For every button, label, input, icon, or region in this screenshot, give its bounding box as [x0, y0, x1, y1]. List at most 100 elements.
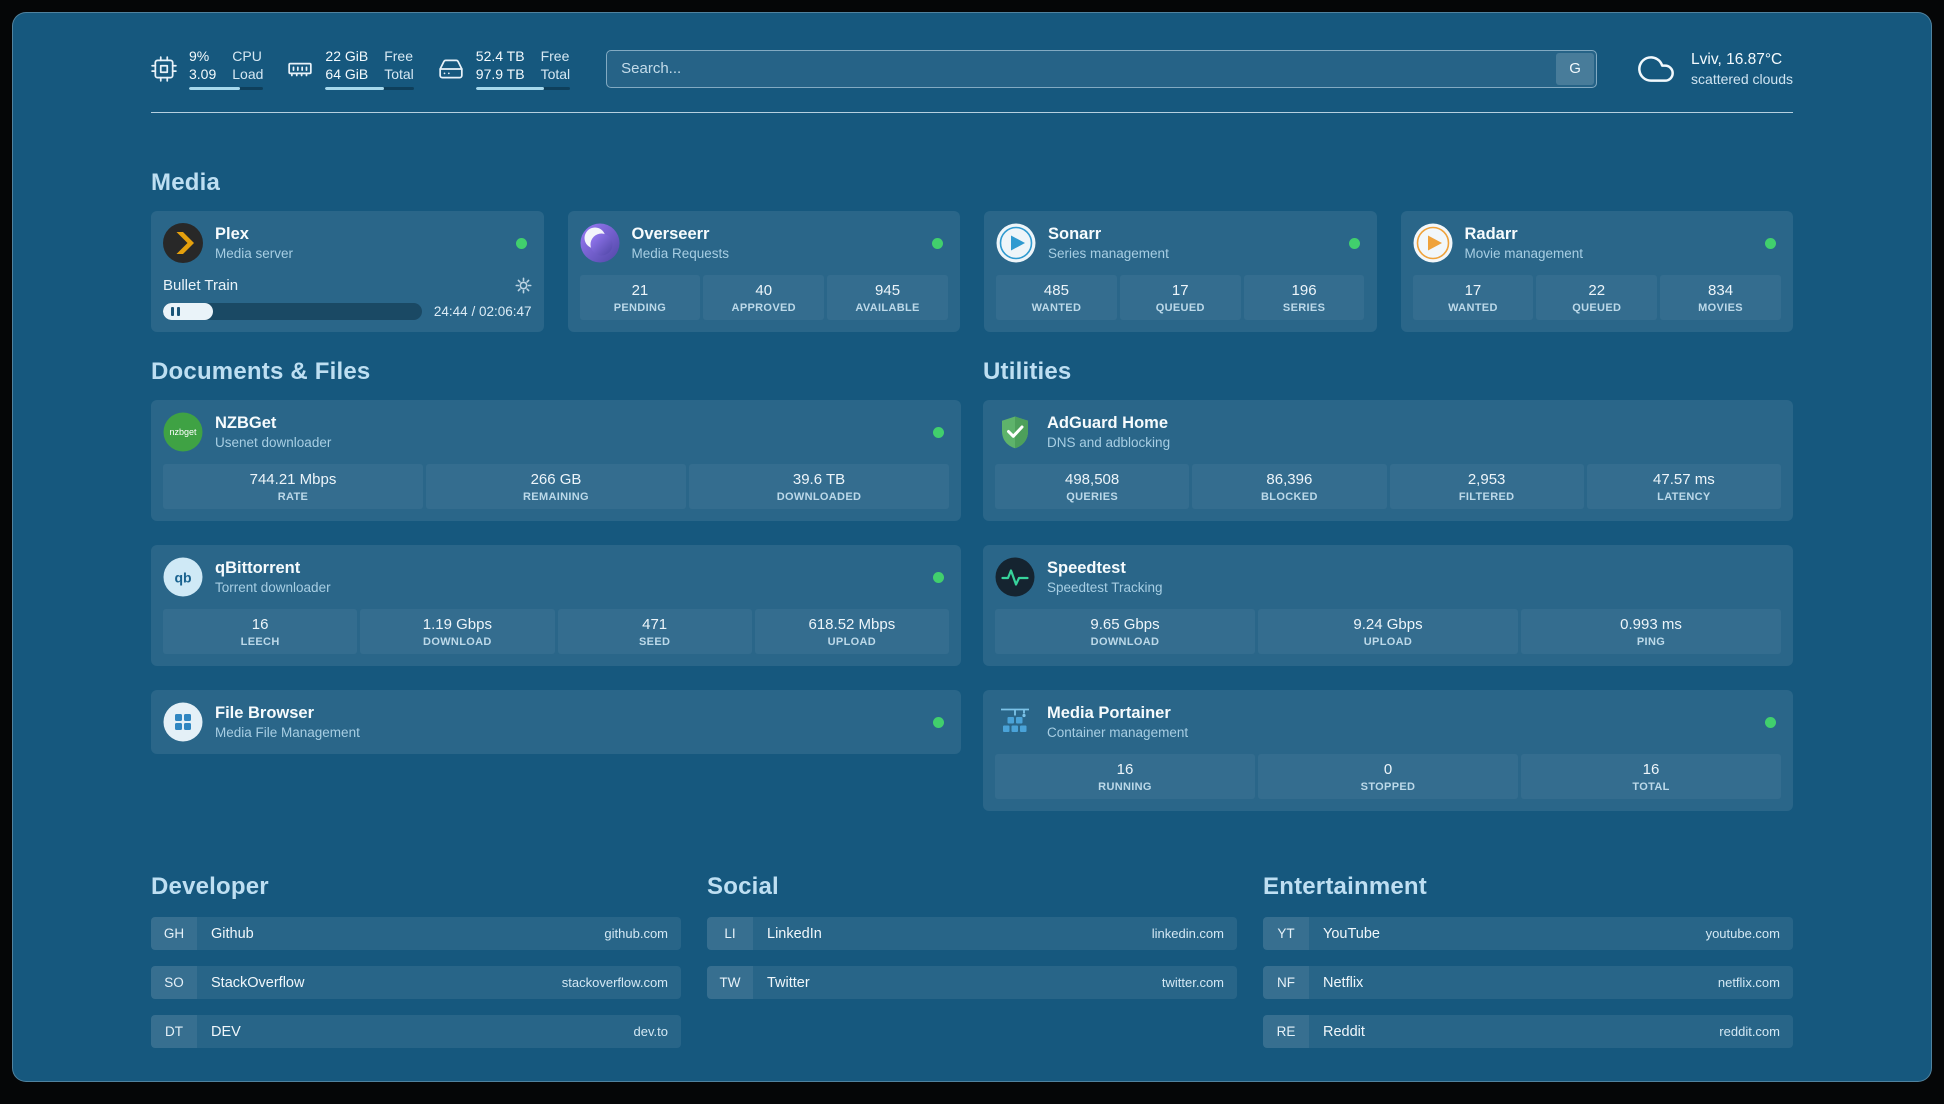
section-title-utilities: Utilities: [983, 358, 1072, 385]
bookmark-group-social: Social LI LinkedIn linkedin.com TW Twitt…: [707, 873, 1237, 999]
service-link-overseerr[interactable]: Overseerr Media Requests: [580, 223, 949, 263]
qbittorrent-icon: qb: [163, 557, 203, 597]
disk-usage-bar: [475, 87, 571, 90]
bookmark-name: Netflix: [1323, 974, 1364, 991]
stat-tile: 17 QUEUED: [1119, 275, 1241, 320]
bookmark-url: netflix.com: [1717, 975, 1780, 990]
section-utilities: Utilities AdGuard Home DNS and adblockin…: [983, 358, 1793, 811]
service-link-sonarr[interactable]: Sonarr Series management: [996, 223, 1365, 263]
bookmark-abbr: TW: [707, 966, 753, 999]
bookmark-reddit[interactable]: RE Reddit reddit.com: [1263, 1015, 1793, 1048]
playback-time: 24:44 / 02:06:47: [433, 304, 532, 319]
service-subtitle: Movie management: [1464, 246, 1584, 261]
search-input[interactable]: [606, 49, 1598, 88]
service-card-plex: Plex Media server Bullet Train 24:44: [151, 211, 544, 332]
stat-tile: 0.993 ms PING: [1521, 609, 1781, 654]
bookmark-linkedin[interactable]: LI LinkedIn linkedin.com: [707, 917, 1237, 950]
service-link-adguard[interactable]: AdGuard Home DNS and adblocking: [995, 412, 1781, 452]
service-link-qbittorrent[interactable]: qb qBittorrent Torrent downloader: [163, 557, 949, 597]
bookmark-twitter[interactable]: TW Twitter twitter.com: [707, 966, 1237, 999]
stat-tile: 471 SEED: [557, 609, 752, 654]
service-name: Speedtest: [1047, 559, 1126, 577]
disk-total-label: Total: [540, 66, 571, 82]
service-name: Media Portainer: [1047, 704, 1171, 722]
status-dot: [1348, 237, 1360, 249]
status-dot: [1765, 716, 1776, 728]
adguard-icon: [995, 412, 1035, 452]
section-title-documents: Documents & Files: [151, 358, 371, 385]
disk-total-value: 97.9 TB: [475, 66, 525, 82]
playback-progress-bar[interactable]: [163, 303, 422, 320]
stat-tile: 196 SERIES: [1243, 275, 1365, 320]
cpu-usage-bar: [189, 87, 264, 90]
bookmark-stackoverflow[interactable]: SO StackOverflow stackoverflow.com: [151, 966, 681, 999]
pause-icon[interactable]: [171, 307, 180, 316]
stat-tile: 40 APPROVED: [703, 275, 825, 320]
stat-tile: 498,508 QUERIES: [995, 464, 1190, 509]
memory-widget: 22 GiB Free 64 GiB Total: [287, 47, 414, 90]
bookmark-name: YouTube: [1323, 925, 1380, 942]
bookmark-abbr: RE: [1263, 1015, 1309, 1048]
service-link-nzbget[interactable]: nzbget NZBGet Usenet downloader: [163, 412, 949, 452]
bookmark-github[interactable]: GH Github github.com: [151, 917, 681, 950]
bookmark-dev[interactable]: DT DEV dev.to: [151, 1015, 681, 1048]
memory-free-value: 22 GiB: [325, 48, 369, 64]
bookmark-name: StackOverflow: [211, 974, 305, 991]
bookmark-youtube[interactable]: YT YouTube youtube.com: [1263, 917, 1793, 950]
plex-icon: [163, 223, 203, 263]
status-dot: [933, 716, 944, 728]
cpu-widget: 9% CPU 3.09 Load: [151, 47, 264, 90]
service-subtitle: Media File Management: [215, 725, 360, 740]
service-link-plex[interactable]: Plex Media server: [163, 223, 532, 263]
section-title-media: Media: [151, 169, 221, 196]
service-name: Radarr: [1464, 225, 1518, 243]
service-link-filebrowser[interactable]: File Browser Media File Management: [163, 702, 949, 742]
radarr-icon: [1413, 223, 1453, 263]
weather-location: Lviv, 16.87°C: [1691, 50, 1783, 68]
status-dot: [1765, 237, 1776, 249]
stat-tile: 16 LEECH: [163, 609, 358, 654]
bookmark-url: dev.to: [633, 1024, 668, 1039]
bookmark-name: Reddit: [1323, 1023, 1365, 1040]
service-card-overseerr: Overseerr Media Requests 21 PENDING 40 APP…: [567, 211, 960, 332]
now-playing-title: Bullet Train: [163, 277, 239, 294]
weather-condition: scattered clouds: [1691, 70, 1793, 87]
disk-icon: [439, 58, 463, 79]
bookmark-url: twitter.com: [1161, 975, 1224, 990]
service-link-speedtest[interactable]: Speedtest Speedtest Tracking: [995, 557, 1781, 597]
service-subtitle: Speedtest Tracking: [1047, 580, 1163, 595]
service-link-portainer[interactable]: Media Portainer Container management: [995, 702, 1781, 742]
stat-tile: 21 PENDING: [579, 275, 701, 320]
bookmark-url: linkedin.com: [1151, 926, 1224, 941]
stat-tile: 16 RUNNING: [995, 754, 1255, 799]
memory-total-value: 64 GiB: [325, 66, 369, 82]
service-name: File Browser: [215, 704, 315, 722]
status-dot: [515, 237, 527, 249]
service-subtitle: Torrent downloader: [215, 580, 331, 595]
bookmark-abbr: SO: [151, 966, 197, 999]
service-card-radarr: Radarr Movie management 17 WANTED 22 QUEUE…: [1400, 211, 1793, 332]
bookmark-abbr: DT: [151, 1015, 197, 1048]
service-link-radarr[interactable]: Radarr Movie management: [1413, 223, 1782, 263]
cpu-load-value: 3.09: [189, 66, 217, 82]
portainer-icon: [995, 702, 1035, 742]
top-bar: 9% CPU 3.09 Load 22 GiB Free 64 GiB Tota…: [151, 47, 1793, 90]
stat-tile: 22 QUEUED: [1536, 275, 1658, 320]
service-card-sonarr: Sonarr Series management 485 WANTED 17 QUE…: [984, 211, 1377, 332]
status-dot: [933, 571, 944, 583]
search-provider-button[interactable]: G: [1556, 52, 1595, 85]
bookmark-netflix[interactable]: NF Netflix netflix.com: [1263, 966, 1793, 999]
service-name: Sonarr: [1048, 225, 1102, 243]
section-title-entertainment: Entertainment: [1263, 873, 1427, 900]
stat-tile: 945 AVAILABLE: [827, 275, 948, 320]
topbar-divider: [151, 112, 1793, 113]
svg-text:qb: qb: [174, 570, 191, 586]
stat-tile: 16 TOTAL: [1521, 754, 1781, 799]
gear-icon[interactable]: [514, 277, 532, 294]
service-subtitle: DNS and adblocking: [1047, 435, 1171, 450]
speedtest-icon: [995, 557, 1035, 597]
section-documents: Documents & Files nzbget NZBGet Usenet d…: [151, 358, 961, 811]
cpu-usage-label: CPU: [232, 48, 262, 64]
memory-total-label: Total: [384, 66, 414, 82]
